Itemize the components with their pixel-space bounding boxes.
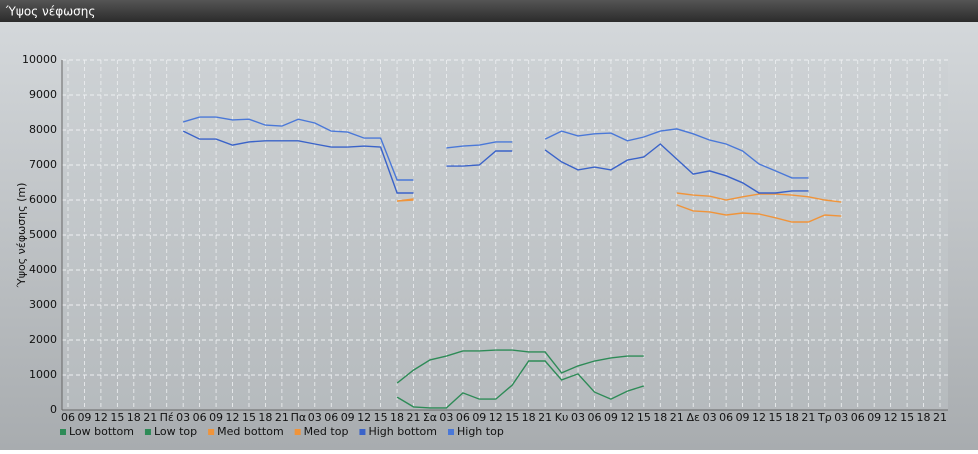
x-tick-label: 15 [505,411,519,424]
x-tick-label: 15 [768,411,782,424]
x-tick-label: 18 [522,411,536,424]
x-tick-label: 18 [917,411,931,424]
x-tick-label: 21 [538,411,552,424]
x-tick-label: 03 [439,411,453,424]
x-tick-label: 03 [571,411,585,424]
x-tick-label: Κυ [555,411,569,424]
y-tick-label: 0 [50,403,57,416]
x-tick-label: 06 [324,411,338,424]
y-axis-label: Ύψος νέφωσης (m) [15,183,28,289]
x-tick-label: 21 [275,411,289,424]
x-tick-label: 09 [604,411,618,424]
series-line [183,116,809,181]
x-tick-label: 18 [653,411,667,424]
series-line [396,349,644,384]
legend-label: Low top [154,425,197,438]
x-tick-label: 12 [226,411,240,424]
x-tick-label: 15 [374,411,388,424]
x-tick-label: 15 [110,411,124,424]
series-line [396,360,645,409]
x-tick-label: 21 [933,411,947,424]
x-tick-label: Πα [291,411,307,424]
x-tick-label: 12 [884,411,898,424]
legend-label: High top [457,425,504,438]
series-line [397,192,842,203]
x-tick-label: 09 [472,411,486,424]
x-tick-label: 06 [193,411,207,424]
x-tick-label: 06 [587,411,601,424]
x-tick-label: 15 [242,411,256,424]
legend-label: Med bottom [217,425,284,438]
x-tick-label: 18 [258,411,272,424]
x-tick-label: 03 [703,411,717,424]
x-tick-label: 21 [670,411,684,424]
x-tick-label: 12 [489,411,503,424]
x-tick-label: 12 [94,411,108,424]
legend-swatch [294,429,301,435]
x-tick-label: Τρ [817,411,832,424]
x-tick-label: 09 [341,411,355,424]
x-tick-label: 09 [209,411,223,424]
y-tick-label: 7000 [29,158,57,171]
x-tick-label: 06 [456,411,470,424]
x-tick-label: 12 [357,411,371,424]
x-tick-label: 09 [77,411,91,424]
x-tick-label: 12 [620,411,634,424]
legend-swatch [144,429,151,435]
y-tick-label: 2000 [29,333,57,346]
legend-label: Med top [304,425,349,438]
x-tick-label: 06 [719,411,733,424]
legend-swatch [359,429,366,435]
x-tick-label: 15 [637,411,651,424]
y-tick-label: 1000 [29,368,57,381]
y-tick-label: 10000 [22,53,57,66]
x-tick-label: 03 [308,411,322,424]
legend-label: High bottom [368,425,437,438]
title-bar [0,0,978,22]
legend-swatch [208,429,215,435]
y-tick-label: 8000 [29,123,57,136]
x-tick-label: 18 [127,411,141,424]
x-tick-label: 21 [143,411,157,424]
x-tick-label: 21 [801,411,815,424]
series-line [182,130,809,194]
y-tick-label: 3000 [29,298,57,311]
x-tick-label: 06 [61,411,75,424]
x-tick-label: Σα [423,411,437,424]
y-tick-label: 6000 [29,193,57,206]
x-tick-label: 21 [407,411,421,424]
legend-swatch [60,429,66,435]
x-tick-label: 03 [176,411,190,424]
y-tick-label: 4000 [29,263,57,276]
x-tick-label: 12 [752,411,766,424]
chart-title: Ύψος νέφωσης [5,5,95,19]
x-tick-label: 03 [834,411,848,424]
legend-label: Low bottom [69,425,134,438]
x-tick-label: 18 [785,411,799,424]
x-tick-label: 09 [867,411,881,424]
x-tick-label: Πέ [160,411,174,424]
x-tick-label: 06 [851,411,865,424]
y-tick-label: 5000 [29,228,57,241]
x-tick-label: 09 [736,411,750,424]
x-tick-label: Δε [686,411,700,424]
y-tick-label: 9000 [29,88,57,101]
x-tick-label: 15 [900,411,914,424]
legend-swatch [448,429,454,435]
x-tick-label: 18 [390,411,404,424]
